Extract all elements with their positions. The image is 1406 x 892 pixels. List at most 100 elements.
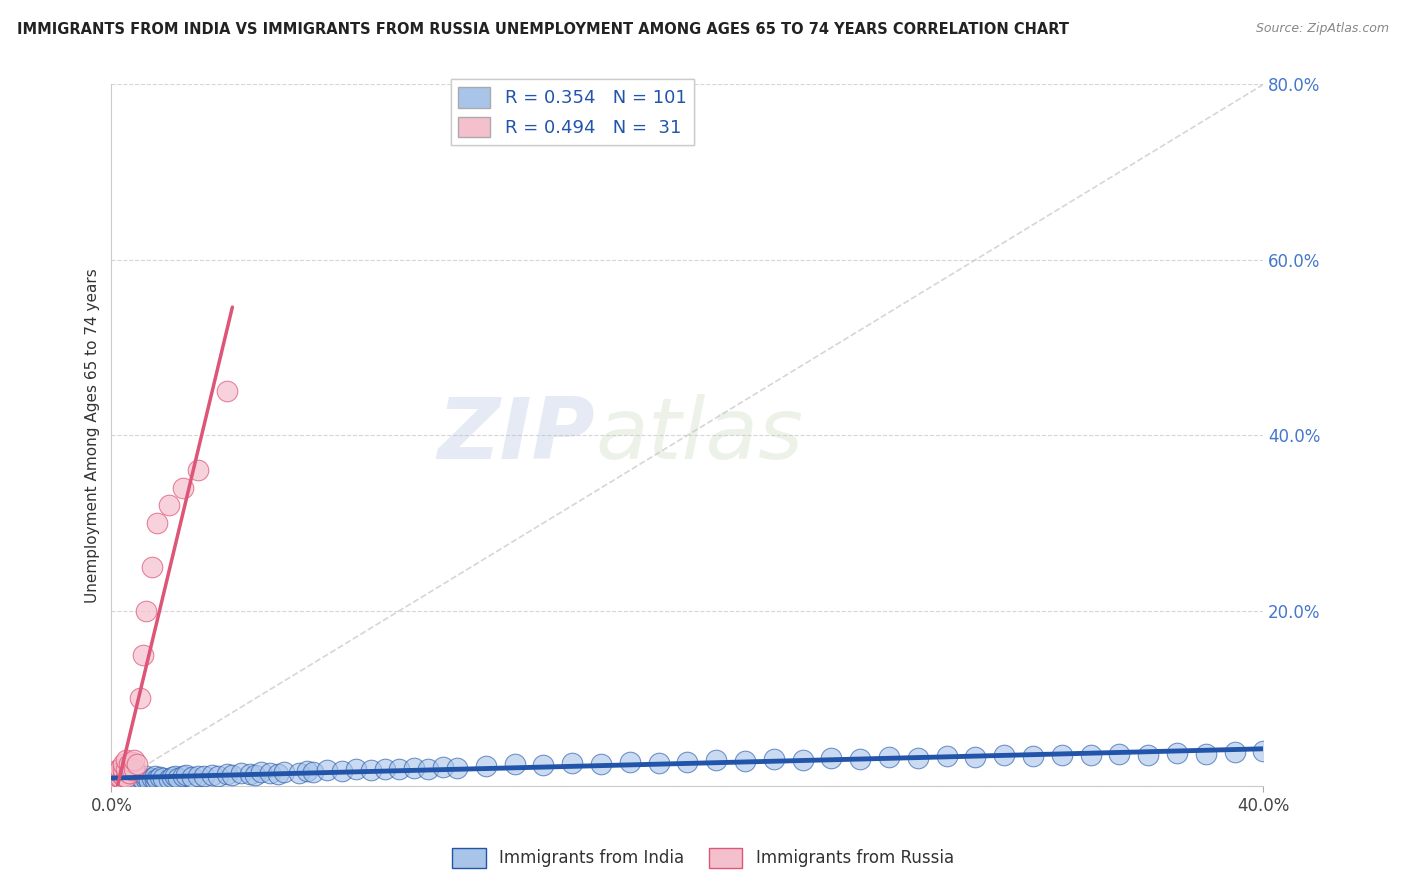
Point [141,771,163,785]
Point [647,756,669,771]
Point [1166,746,1188,760]
Text: IMMIGRANTS FROM INDIA VS IMMIGRANTS FROM RUSSIA UNEMPLOYMENT AMONG AGES 65 TO 74: IMMIGRANTS FROM INDIA VS IMMIGRANTS FROM… [17,22,1069,37]
Point [108,772,131,786]
Point [250,765,273,780]
Point [108,770,131,784]
Point [124,753,146,767]
Point [149,770,172,784]
Point [163,769,186,783]
Point [121,770,143,784]
Point [132,772,155,787]
Point [103,774,125,789]
Point [360,764,382,778]
Point [1253,744,1275,758]
Point [118,772,141,786]
Point [166,771,188,785]
Point [561,756,583,771]
Point [935,749,957,764]
Point [1223,745,1246,759]
Point [121,755,143,769]
Point [129,770,152,784]
Point [143,770,166,784]
Point [114,770,136,784]
Point [267,767,290,781]
Point [127,770,149,784]
Point [475,759,498,773]
Point [704,753,727,767]
Point [676,755,699,769]
Point [187,769,209,783]
Point [820,751,842,765]
Point [146,772,169,786]
Point [1108,747,1130,761]
Point [124,774,146,789]
Point [1050,747,1073,762]
Point [965,750,987,764]
Point [105,772,128,786]
Point [124,768,146,782]
Point [849,752,872,766]
Text: Source: ZipAtlas.com: Source: ZipAtlas.com [1256,22,1389,36]
Point [907,751,929,765]
Point [245,768,267,782]
Point [229,766,252,780]
Point [129,774,152,789]
Point [374,762,396,776]
Point [187,463,209,477]
Point [103,769,125,783]
Point [446,761,468,775]
Text: ZIP: ZIP [437,393,595,477]
Legend: R = 0.354   N = 101, R = 0.494   N =  31: R = 0.354 N = 101, R = 0.494 N = 31 [450,79,693,145]
Point [111,769,134,783]
Point [105,772,128,787]
Point [105,769,128,783]
Point [103,766,125,780]
Point [127,757,149,772]
Point [181,770,204,784]
Point [111,757,134,772]
Point [531,758,554,772]
Point [138,773,160,788]
Point [172,770,194,784]
Point [762,752,785,766]
Point [129,691,152,706]
Point [141,559,163,574]
Point [114,770,136,784]
Point [589,757,612,772]
Point [108,766,131,780]
Point [201,768,224,782]
Point [792,753,814,767]
Legend: Immigrants from India, Immigrants from Russia: Immigrants from India, Immigrants from R… [446,841,960,875]
Point [1080,748,1102,763]
Point [118,757,141,772]
Point [146,516,169,530]
Point [135,769,157,783]
Point [118,766,141,780]
Point [114,762,136,776]
Point [388,763,411,777]
Point [118,774,141,789]
Point [207,769,229,783]
Point [108,762,131,776]
Point [111,774,134,789]
Point [402,761,425,775]
Point [105,766,128,780]
Point [111,764,134,778]
Point [108,769,131,783]
Point [124,762,146,776]
Point [111,771,134,785]
Point [127,773,149,788]
Point [114,753,136,767]
Point [124,771,146,785]
Point [121,764,143,778]
Point [215,384,238,399]
Point [432,760,454,774]
Point [273,765,295,780]
Point [108,775,131,789]
Point [105,764,128,778]
Point [114,765,136,780]
Point [221,768,243,782]
Point [503,757,526,772]
Point [877,750,900,764]
Point [143,772,166,787]
